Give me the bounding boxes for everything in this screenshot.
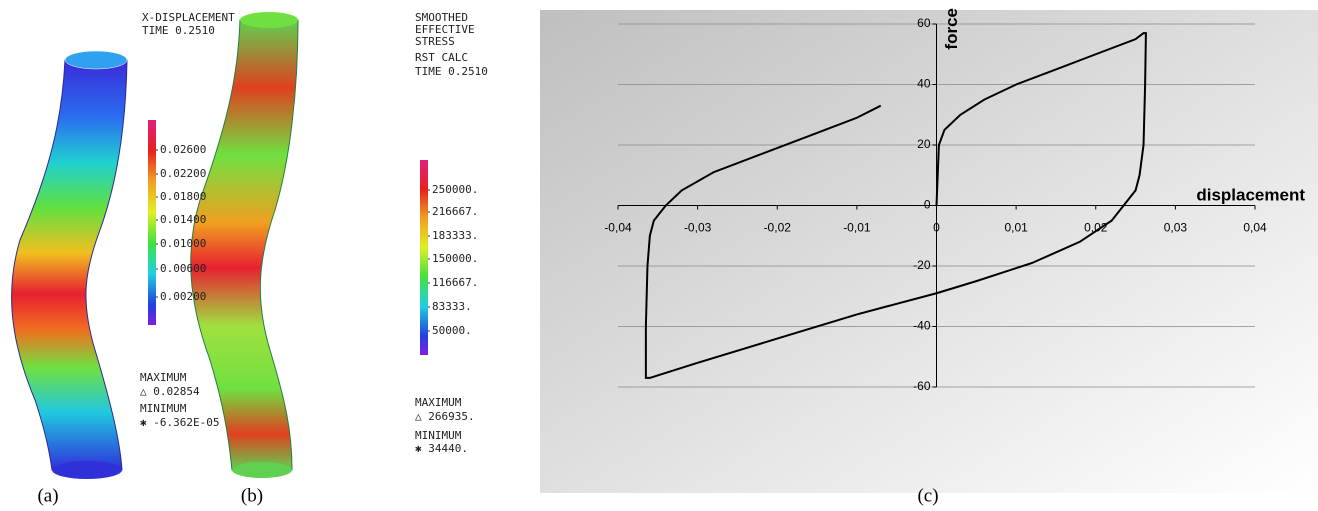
legend-label: 183333. xyxy=(432,229,478,242)
panel-heading: TIME 0.2510 xyxy=(415,65,488,78)
y-tick-label: -60 xyxy=(913,379,931,393)
y-tick-label: 20 xyxy=(917,137,931,151)
color-bar xyxy=(420,160,428,355)
y-tick-label: 60 xyxy=(917,16,931,30)
pipe-end xyxy=(232,462,292,478)
extreme-label: MAXIMUM xyxy=(415,396,462,409)
extreme-label: △ 266935. xyxy=(415,410,475,423)
legend-label: 0.00200 xyxy=(160,290,206,303)
legend-label: 0.01800 xyxy=(160,190,206,203)
panel-heading: STRESS xyxy=(415,35,455,48)
panel-caption: (c) xyxy=(917,485,938,506)
y-axis-title: force xyxy=(942,8,961,50)
data-line xyxy=(644,32,1147,379)
x-tick-label: -0,02 xyxy=(764,221,792,235)
x-tick-label: 0,04 xyxy=(1243,221,1267,235)
y-tick-label: -40 xyxy=(913,319,931,333)
panel-heading: RST CALC xyxy=(415,51,468,64)
legend-label: 216667. xyxy=(432,205,478,218)
x-tick-label: 0,03 xyxy=(1164,221,1188,235)
x-tick-label: -0,01 xyxy=(843,221,871,235)
pipe-end xyxy=(52,461,122,479)
extreme-label: ✱ -6.362E-05 xyxy=(140,416,219,429)
legend-label: 0.02200 xyxy=(160,167,206,180)
panel-heading: SMOOTHED xyxy=(415,11,468,24)
legend-label: 116667. xyxy=(432,276,478,289)
y-tick-label: 40 xyxy=(917,77,931,91)
panel-heading: X-DISPLACEMENT xyxy=(142,11,235,24)
legend-label: 0.00600 xyxy=(160,262,206,275)
legend-label: 250000. xyxy=(432,183,478,196)
extreme-label: MAXIMUM xyxy=(140,371,187,384)
y-tick-label: 0 xyxy=(924,198,931,212)
x-tick-label: 0,02 xyxy=(1084,221,1108,235)
color-bar xyxy=(148,120,156,325)
extreme-label: △ 0.02854 xyxy=(140,385,200,398)
chart-background xyxy=(540,10,1318,493)
panel-heading: TIME 0.2510 xyxy=(142,24,215,37)
legend-label: 0.02600 xyxy=(160,143,206,156)
extreme-label: MINIMUM xyxy=(415,429,462,442)
legend-label: 50000. xyxy=(432,324,472,337)
x-tick-label: 0,01 xyxy=(1004,221,1028,235)
pipe-end xyxy=(64,50,128,70)
panel-heading: EFFECTIVE xyxy=(415,23,475,36)
legend-label: 150000. xyxy=(432,252,478,265)
extreme-label: ✱ 34440. xyxy=(415,442,468,455)
legend-label: 83333. xyxy=(432,300,472,313)
x-tick-label: -0,04 xyxy=(604,221,632,235)
pipe-model xyxy=(11,59,128,471)
legend-label: 0.01000 xyxy=(160,237,206,250)
x-axis-title: displacement xyxy=(1196,185,1305,204)
extreme-label: MINIMUM xyxy=(140,402,187,415)
x-tick-label: -0,03 xyxy=(684,221,712,235)
panel-caption: (a) xyxy=(37,485,58,506)
y-tick-label: -20 xyxy=(913,258,931,272)
pipe-model xyxy=(190,19,299,471)
pipe-end xyxy=(240,12,298,28)
panel-caption: (b) xyxy=(241,485,263,506)
legend-label: 0.01400 xyxy=(160,213,206,226)
